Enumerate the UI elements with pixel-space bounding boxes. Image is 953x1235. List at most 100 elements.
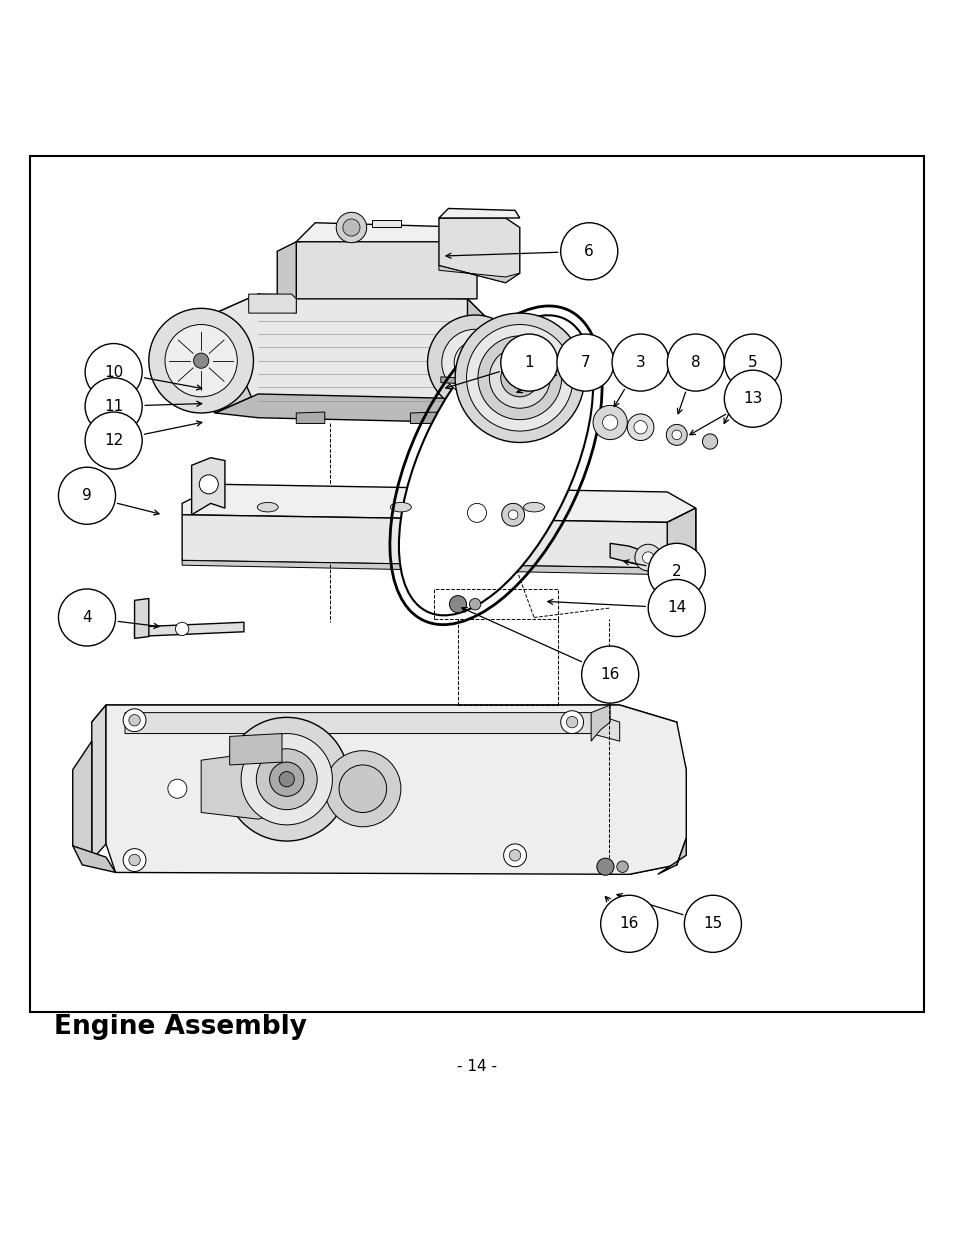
Text: 4: 4	[82, 610, 91, 625]
Polygon shape	[134, 622, 244, 636]
Circle shape	[467, 504, 486, 522]
Circle shape	[454, 342, 496, 384]
Polygon shape	[192, 458, 225, 515]
Polygon shape	[438, 209, 519, 219]
Ellipse shape	[523, 503, 544, 513]
Polygon shape	[134, 599, 149, 638]
Circle shape	[701, 433, 717, 450]
Text: 7: 7	[580, 356, 590, 370]
Circle shape	[634, 421, 646, 433]
Circle shape	[501, 504, 524, 526]
Circle shape	[581, 646, 639, 703]
Circle shape	[324, 751, 400, 826]
Circle shape	[427, 315, 522, 410]
Circle shape	[593, 405, 627, 440]
Polygon shape	[182, 484, 695, 522]
Circle shape	[338, 764, 386, 813]
Circle shape	[500, 359, 538, 396]
Circle shape	[612, 333, 668, 391]
Text: 12: 12	[104, 433, 123, 448]
Text: 16: 16	[599, 667, 619, 682]
Circle shape	[85, 412, 142, 469]
Circle shape	[647, 543, 704, 600]
Circle shape	[441, 330, 508, 396]
Polygon shape	[438, 266, 519, 283]
Circle shape	[270, 762, 304, 797]
Circle shape	[635, 545, 660, 571]
Text: 16: 16	[618, 916, 639, 931]
Circle shape	[489, 347, 550, 409]
Circle shape	[123, 709, 146, 731]
Text: 2: 2	[671, 564, 680, 579]
Polygon shape	[296, 412, 324, 424]
Circle shape	[500, 333, 558, 391]
Text: 10: 10	[104, 364, 123, 379]
Polygon shape	[72, 846, 115, 872]
Circle shape	[279, 772, 294, 787]
Circle shape	[665, 425, 686, 446]
Polygon shape	[410, 412, 438, 424]
Circle shape	[149, 309, 253, 412]
Circle shape	[560, 710, 583, 734]
Polygon shape	[125, 713, 619, 741]
Polygon shape	[429, 492, 515, 535]
Circle shape	[509, 850, 520, 861]
Polygon shape	[249, 294, 296, 314]
Text: 8: 8	[690, 356, 700, 370]
Circle shape	[597, 858, 614, 876]
Polygon shape	[296, 232, 476, 299]
Polygon shape	[277, 242, 296, 305]
Text: 5: 5	[747, 356, 757, 370]
Text: 3: 3	[635, 356, 645, 370]
Circle shape	[560, 222, 618, 280]
Circle shape	[85, 343, 142, 400]
Polygon shape	[171, 314, 215, 412]
Ellipse shape	[257, 503, 278, 513]
Circle shape	[225, 718, 348, 841]
Polygon shape	[215, 294, 258, 412]
Circle shape	[449, 595, 466, 613]
Polygon shape	[215, 394, 486, 422]
Circle shape	[671, 430, 680, 440]
Ellipse shape	[390, 503, 411, 513]
Circle shape	[463, 351, 486, 374]
Text: 9: 9	[82, 488, 91, 503]
Circle shape	[256, 748, 316, 810]
Polygon shape	[657, 839, 685, 874]
Circle shape	[123, 848, 146, 872]
Circle shape	[617, 861, 628, 872]
Text: 15: 15	[702, 916, 721, 931]
Circle shape	[683, 895, 740, 952]
Polygon shape	[91, 705, 106, 860]
Circle shape	[193, 353, 209, 368]
Circle shape	[641, 552, 653, 563]
Circle shape	[723, 370, 781, 427]
Circle shape	[510, 368, 529, 388]
Polygon shape	[215, 294, 486, 412]
Circle shape	[58, 467, 115, 525]
Polygon shape	[296, 222, 476, 242]
Text: 14: 14	[666, 600, 685, 615]
Polygon shape	[486, 358, 524, 370]
Polygon shape	[91, 705, 676, 734]
Polygon shape	[258, 294, 296, 314]
Text: 13: 13	[742, 391, 761, 406]
Circle shape	[342, 219, 359, 236]
Bar	[434, 589, 558, 620]
Text: Engine Assembly: Engine Assembly	[53, 1014, 306, 1040]
Text: 1: 1	[524, 356, 534, 370]
Circle shape	[58, 589, 115, 646]
Circle shape	[627, 414, 653, 441]
Circle shape	[241, 734, 332, 825]
Polygon shape	[106, 705, 685, 874]
Text: 6: 6	[584, 243, 594, 259]
Circle shape	[602, 415, 618, 430]
Circle shape	[647, 579, 704, 636]
Circle shape	[477, 336, 561, 420]
Polygon shape	[182, 508, 695, 568]
Polygon shape	[72, 741, 91, 860]
Circle shape	[455, 314, 584, 442]
Polygon shape	[201, 752, 282, 819]
Circle shape	[666, 333, 723, 391]
Circle shape	[723, 333, 781, 391]
